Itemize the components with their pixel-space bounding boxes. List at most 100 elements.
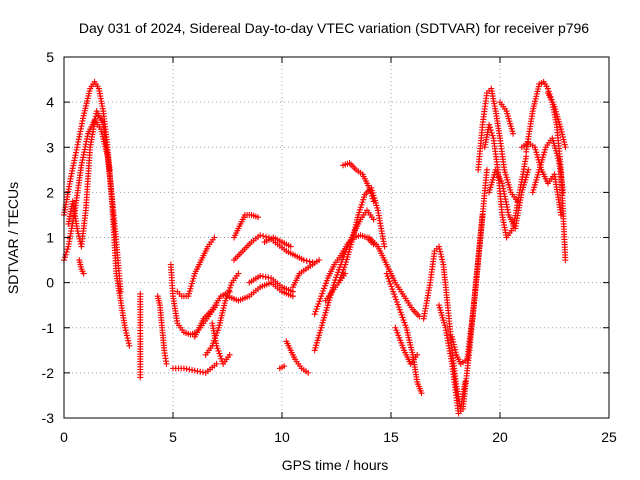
data-points bbox=[61, 78, 569, 417]
data-point bbox=[117, 288, 124, 295]
series-arc-4a bbox=[276, 363, 288, 372]
data-point bbox=[257, 232, 264, 239]
data-point bbox=[226, 284, 233, 291]
data-point bbox=[216, 350, 223, 357]
series-arc-4c bbox=[289, 257, 323, 291]
data-point bbox=[414, 351, 421, 358]
data-point bbox=[217, 353, 224, 360]
data-point bbox=[489, 132, 496, 139]
data-point bbox=[318, 293, 325, 300]
data-point bbox=[214, 345, 221, 352]
data-point bbox=[303, 257, 310, 264]
data-point bbox=[395, 304, 402, 311]
series-arc-5a bbox=[311, 207, 377, 354]
x-tick-labels: 0 5 10 15 20 25 bbox=[60, 429, 617, 445]
data-point bbox=[265, 274, 272, 281]
data-point bbox=[439, 258, 446, 265]
data-point bbox=[483, 166, 490, 173]
data-point bbox=[80, 270, 87, 277]
x-tick-label: 20 bbox=[492, 429, 508, 445]
data-point bbox=[559, 133, 566, 140]
data-point bbox=[225, 289, 232, 296]
y-tick-label: -1 bbox=[42, 320, 55, 336]
data-point bbox=[450, 338, 457, 345]
data-point bbox=[211, 234, 218, 241]
series-arc-1c bbox=[65, 108, 113, 250]
data-point bbox=[222, 297, 229, 304]
series-arc-6c bbox=[392, 324, 421, 367]
x-tick-label: 25 bbox=[601, 429, 617, 445]
series-arc-2d bbox=[174, 234, 218, 300]
data-point bbox=[122, 324, 129, 331]
series-arc-3d bbox=[246, 272, 296, 295]
data-point bbox=[191, 367, 198, 374]
data-point bbox=[418, 390, 425, 397]
y-tick-label: -2 bbox=[42, 365, 55, 381]
data-point bbox=[323, 277, 330, 284]
data-point bbox=[558, 211, 565, 218]
data-point bbox=[450, 341, 457, 348]
data-point bbox=[312, 308, 319, 315]
data-point bbox=[74, 225, 81, 232]
data-point bbox=[385, 275, 392, 282]
data-point bbox=[451, 344, 458, 351]
data-point bbox=[64, 246, 71, 253]
data-point bbox=[315, 300, 322, 307]
data-point bbox=[435, 243, 442, 250]
data-point bbox=[311, 311, 318, 318]
data-point bbox=[436, 246, 443, 253]
data-point bbox=[74, 228, 81, 235]
data-point bbox=[313, 306, 320, 313]
data-point bbox=[387, 280, 394, 287]
data-point bbox=[366, 184, 373, 191]
x-tick-label: 15 bbox=[383, 429, 399, 445]
data-point bbox=[370, 198, 377, 205]
data-point bbox=[306, 258, 313, 265]
data-point bbox=[227, 282, 234, 289]
data-point bbox=[437, 248, 444, 255]
data-point bbox=[370, 216, 377, 223]
data-point bbox=[402, 322, 409, 329]
data-point bbox=[388, 283, 395, 290]
data-point bbox=[183, 365, 190, 372]
data-point bbox=[314, 303, 321, 310]
data-point bbox=[390, 288, 397, 295]
data-point bbox=[449, 333, 456, 340]
series-arc-8d bbox=[497, 99, 517, 137]
data-point bbox=[487, 127, 494, 134]
data-point bbox=[488, 129, 495, 136]
data-point bbox=[449, 336, 456, 343]
data-point bbox=[369, 195, 376, 202]
y-tick-label: 2 bbox=[46, 184, 54, 200]
data-point bbox=[189, 367, 196, 374]
x-tick-label: 5 bbox=[169, 429, 177, 445]
data-point bbox=[389, 286, 396, 293]
series-arc-2c bbox=[170, 360, 220, 376]
data-point bbox=[63, 248, 70, 255]
data-point bbox=[126, 342, 133, 349]
series-arc-2f bbox=[202, 270, 242, 358]
series-arc-6b bbox=[383, 270, 425, 397]
data-point bbox=[383, 270, 390, 277]
data-point bbox=[393, 298, 400, 305]
series-arc-6a bbox=[366, 234, 423, 320]
data-point bbox=[125, 340, 132, 347]
data-point bbox=[255, 214, 262, 221]
data-point bbox=[486, 121, 493, 128]
series-arc-9d bbox=[544, 90, 569, 151]
y-tick-label: -3 bbox=[42, 410, 55, 426]
data-point bbox=[558, 126, 565, 133]
data-point bbox=[123, 332, 130, 339]
data-point bbox=[386, 278, 393, 285]
data-point bbox=[368, 192, 375, 199]
data-point bbox=[392, 293, 399, 300]
series-arc-1b bbox=[61, 117, 124, 295]
data-point bbox=[438, 253, 445, 260]
data-point bbox=[367, 190, 374, 197]
data-point bbox=[561, 139, 568, 146]
data-point bbox=[525, 166, 532, 173]
y-tick-label: 4 bbox=[46, 94, 54, 110]
series-arc-8b bbox=[481, 121, 530, 241]
data-point bbox=[124, 335, 131, 342]
